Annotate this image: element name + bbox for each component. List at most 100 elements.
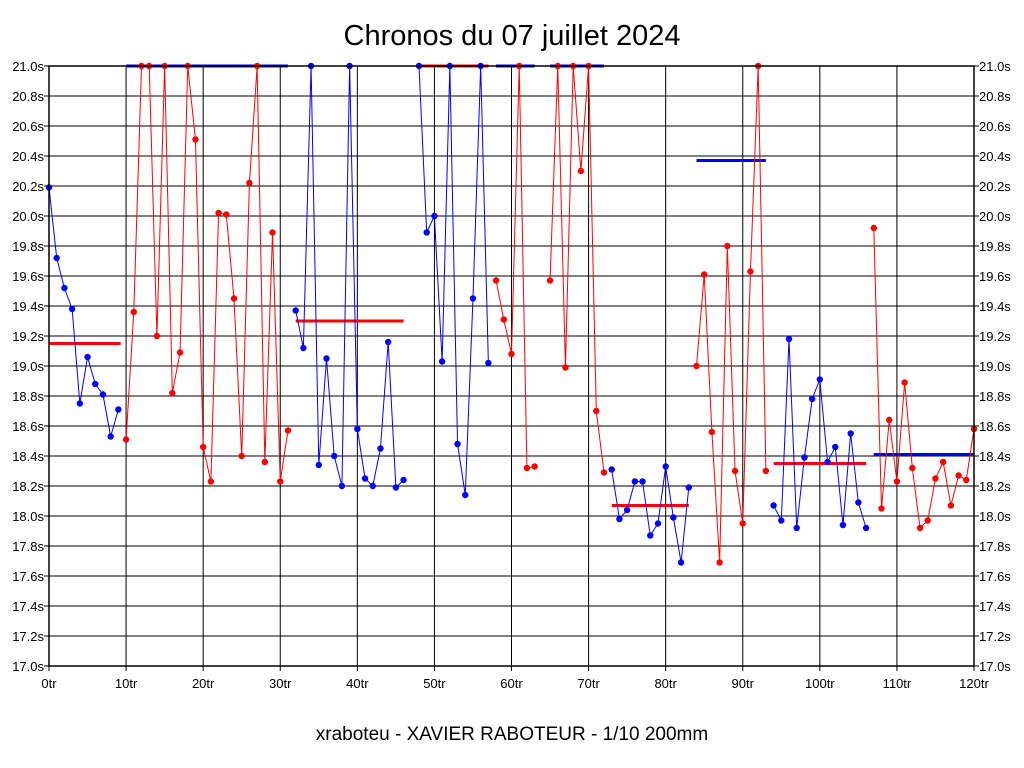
data-point [377,445,384,452]
data-point [492,277,500,284]
data-point [793,524,800,532]
y-tick-label-left: 20.0s [12,209,44,224]
data-point [631,478,639,485]
data-point [886,416,893,424]
data-point [870,224,877,232]
data-point [508,350,515,358]
y-tick-label-right: 19.2s [979,329,1011,344]
grid [44,65,979,671]
data-point [361,475,369,482]
x-tick-label: 100tr [805,676,835,691]
y-tick-label-right: 20.8s [979,89,1011,104]
data-point [546,277,554,284]
data-point [785,335,793,343]
data-point [593,407,600,415]
y-tick-label-left: 18.6s [12,419,44,434]
y-tick-label-left: 19.8s [12,239,44,254]
data-point [269,229,276,236]
data-point [338,482,346,490]
series-line [125,65,289,482]
y-tick-label-left: 18.8s [12,389,44,404]
series-relais-7 [608,463,692,566]
data-point [685,484,692,491]
data-point [654,520,662,527]
y-tick-label-left: 20.8s [12,89,44,104]
y-tick-label-right: 21.0s [979,59,1011,74]
data-point [909,464,916,472]
data-point [68,305,76,313]
y-tick-label-right: 18.2s [979,479,1011,494]
series-line [549,65,605,473]
y-tick-label-left: 19.2s [12,329,44,344]
data-point [701,271,708,278]
data-point [839,521,847,529]
data-point [92,380,99,388]
data-point [932,475,939,482]
x-tick-label: 0tr [41,676,57,691]
data-point [500,316,507,323]
y-tick-label-left: 18.0s [12,509,44,524]
data-point [955,472,962,479]
y-tick-label-right: 19.8s [979,239,1011,254]
data-point [523,464,531,472]
data-point [392,484,400,491]
data-point [300,344,307,352]
data-point [292,307,299,314]
data-point [230,295,238,302]
data-point [832,443,839,451]
data-point [901,379,908,386]
y-tick-label-left: 19.6s [12,269,44,284]
data-point [963,476,970,484]
data-point [924,517,931,524]
data-point [238,452,245,460]
data-point [130,308,137,316]
y-tick-label-right: 17.0s [979,659,1011,674]
data-point [577,167,585,175]
data-point [662,463,669,470]
data-point [608,466,615,473]
data-point [369,482,376,490]
data-point [708,428,716,436]
data-point [485,359,492,367]
data-point [400,476,407,484]
data-point [808,395,816,403]
data-point [431,212,438,220]
data-point [600,469,608,476]
y-tick-label-left: 17.0s [12,659,44,674]
data-point [778,517,785,524]
chart-footer: xraboteu - XAVIER RABOTEUR - 1/10 200mm [316,724,708,745]
data-point [770,502,777,509]
data-point [115,406,122,413]
data-point [176,349,184,356]
data-point [354,425,361,433]
data-point [99,391,107,398]
y-tick-label-left: 19.4s [12,299,44,314]
data-series [45,62,978,566]
series-relais-3 [292,62,407,491]
data-point [623,506,631,514]
data-point [199,443,207,451]
series-line [48,187,119,437]
data-point [331,452,338,460]
data-point [616,515,623,523]
x-tick-label: 70tr [577,676,600,691]
axis-tick-labels: 17.0s 17.0s 17.2s 17.2s 17.4s 17.4s 17.6s 17.6s… [12,59,1011,691]
data-point [855,499,862,506]
y-tick-label-right: 17.8s [979,539,1011,554]
y-tick-label-left: 17.6s [12,569,44,584]
y-tick-label-left: 17.4s [12,599,44,614]
data-point [824,458,831,466]
data-point [207,478,215,485]
y-tick-label-right: 19.4s [979,299,1011,314]
series-line [418,65,489,496]
data-point [284,427,292,434]
plot-frame [48,65,975,667]
y-tick-label-right: 19.6s [979,269,1011,284]
data-point [939,458,947,466]
y-tick-label-right: 20.2s [979,179,1011,194]
data-point [76,400,84,407]
data-point [947,502,955,509]
y-tick-label-right: 20.6s [979,119,1011,134]
series-relais-9 [770,335,870,532]
